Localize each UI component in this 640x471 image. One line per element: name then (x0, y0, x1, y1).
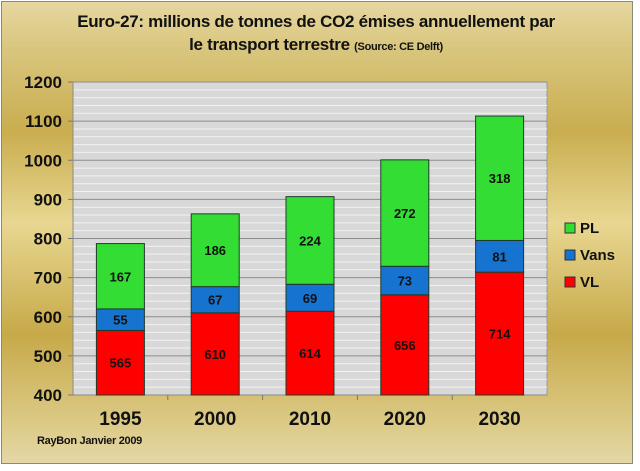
y-tick-label: 500 (34, 347, 62, 366)
y-tick-label: 800 (34, 230, 62, 249)
x-tick-label: 2030 (478, 409, 520, 430)
bar-vans-2000 (190, 286, 240, 314)
y-tick-label: 600 (34, 308, 62, 327)
y-tick-label: 400 (34, 386, 62, 405)
data-label: 656 (394, 338, 416, 353)
legend-label-vans: Vans (580, 247, 615, 264)
data-label: 565 (110, 356, 132, 371)
bar-pl-2030 (475, 115, 525, 241)
y-tick-label: 1100 (25, 112, 62, 131)
data-label: 67 (208, 293, 222, 308)
bar-vl-1995 (95, 329, 145, 396)
bar-vl-2020 (380, 294, 430, 396)
chart-title: Euro-27: millions de tonnes de CO2 émise… (0, 10, 632, 59)
data-label: 55 (113, 313, 127, 328)
bar-vl-2000 (190, 312, 240, 396)
data-label: 318 (489, 171, 511, 186)
data-label: 224 (299, 233, 321, 248)
bar-vans-2030 (475, 239, 525, 273)
title-source: (Source: CE Delft) (354, 41, 443, 53)
x-tick-label: 2000 (194, 409, 236, 430)
bar-vans-2020 (380, 265, 430, 296)
data-label: 167 (110, 269, 132, 284)
bar-pl-2020 (380, 159, 430, 267)
data-label: 73 (398, 274, 412, 289)
y-tick-label: 900 (34, 190, 62, 209)
data-label: 714 (489, 327, 511, 342)
bar-pl-2010 (285, 196, 335, 285)
y-tick-label: 700 (34, 269, 62, 288)
legend-label-vl: VL (580, 274, 599, 291)
y-tick-label: 1000 (24, 151, 62, 170)
credit-text: RayBon Janvier 2009 (37, 435, 142, 447)
bar-pl-1995 (95, 243, 145, 310)
bar-vl-2010 (285, 310, 335, 396)
title-line-1: Euro-27: millions de tonnes de CO2 émise… (77, 12, 555, 31)
bar-vl-2030 (475, 271, 525, 396)
x-tick-label: 1995 (99, 409, 142, 430)
legend-label-pl: PL (580, 220, 599, 237)
data-label: 614 (299, 346, 321, 361)
data-label: 186 (204, 243, 226, 258)
legend-swatch-pl (564, 222, 576, 234)
data-label: 69 (303, 291, 317, 306)
legend-swatch-vl (564, 276, 576, 288)
data-label: 272 (394, 206, 416, 221)
bar-vans-2010 (285, 283, 335, 312)
x-tick-label: 2020 (384, 409, 426, 430)
data-label: 610 (204, 347, 226, 362)
bar-pl-2000 (190, 213, 240, 288)
data-label: 81 (492, 249, 506, 264)
y-tick-label: 1200 (24, 73, 62, 92)
legend-swatch-vans (564, 249, 576, 261)
title-line-2: le transport terrestre (189, 35, 350, 54)
x-tick-label: 2010 (289, 409, 331, 430)
